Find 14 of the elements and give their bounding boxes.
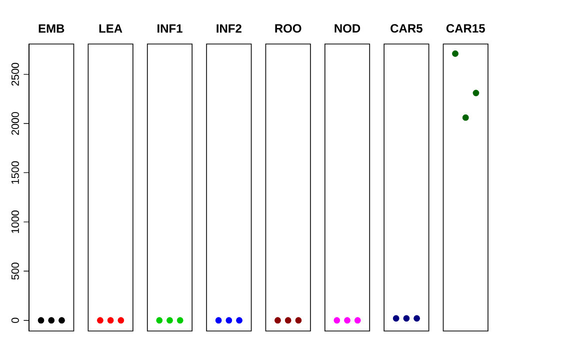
x-tick-label: NOD: [334, 24, 360, 33]
x-tick-label: CAR15: [446, 24, 485, 33]
y-tick-label: 2000: [11, 112, 19, 135]
y-tick-label: 1500: [11, 161, 19, 184]
x-tick-label: EMB: [38, 24, 64, 33]
x-tick-label: ROO: [275, 24, 302, 33]
x-tick-label: INF1: [158, 24, 182, 33]
x-tick-label: LEA: [99, 24, 122, 33]
y-tick-label: 0: [11, 318, 19, 323]
x-tick-label: INF2: [216, 24, 242, 33]
y-tick-label: 1000: [11, 210, 19, 233]
y-tick-label: 2500: [11, 62, 19, 86]
x-tick-label: CAR5: [390, 24, 422, 33]
y-tick-label: 500: [11, 262, 19, 280]
